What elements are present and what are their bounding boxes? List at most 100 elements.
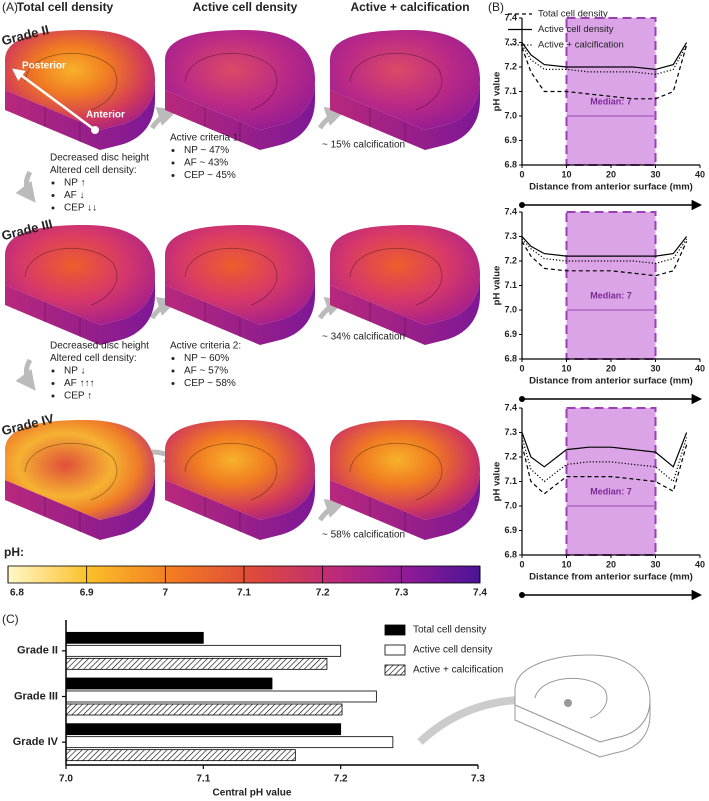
x-axis-label: Distance from anterior surface (mm): [529, 572, 693, 583]
x-tick-label: 0: [519, 559, 524, 569]
disc-diagram: [417, 654, 651, 758]
x-tick-label: 0: [519, 169, 524, 179]
bullet: [51, 181, 55, 185]
legend-label: Active cell density: [413, 645, 492, 656]
disc-side: [5, 470, 155, 540]
direction-dot: [519, 592, 525, 598]
y-tick-label: 6.9: [504, 135, 517, 145]
bullet: [171, 369, 175, 373]
column-header: Active cell density: [193, 0, 298, 14]
disc: [5, 30, 155, 150]
bullet: [51, 194, 55, 197]
x-tick-label: 7.3: [471, 774, 485, 785]
legend-label: Total cell density: [413, 625, 486, 636]
panel-label: (A): [2, 0, 18, 14]
x-tick-label: 20: [606, 363, 616, 373]
disc-side: [165, 470, 315, 540]
y-tick-label: Grade II: [17, 645, 58, 657]
x-tick-label: 30: [650, 363, 660, 373]
disc-top: [165, 225, 315, 325]
disc-side: [5, 80, 155, 150]
y-tick-label: 6.9: [504, 525, 517, 535]
y-tick-label: 7.4: [504, 12, 517, 22]
x-tick-label: 7.0: [59, 774, 73, 785]
legend-label: Active cell density: [538, 24, 614, 35]
note-line: Active criteria 1:: [170, 133, 241, 144]
median-label: Median: 7: [590, 486, 632, 496]
panel-label: (B): [488, 0, 504, 14]
y-tick-label: Grade IV: [13, 736, 59, 748]
disc-edge: [204, 107, 241, 142]
bar: [65, 749, 296, 762]
disc-top: [165, 30, 315, 130]
median-label: Median: 7: [590, 290, 632, 300]
y-axis-label: pH value: [492, 266, 503, 306]
disc-nucleus: [184, 52, 278, 111]
bullet: [171, 149, 175, 152]
bar: [65, 677, 273, 690]
disc-side: [165, 275, 315, 345]
y-tick-label: 7.3: [504, 427, 517, 437]
x-tick-label: 40: [695, 169, 705, 179]
calcification-note: ~ 34% calcification: [322, 332, 405, 343]
disc-top: [5, 30, 155, 130]
disc-side: [165, 80, 315, 150]
calcification-note: ~ 15% calcification: [322, 140, 405, 151]
legend-label: Active + calcification: [538, 40, 624, 51]
line-series: [521, 432, 688, 468]
x-axis-label: Distance from anterior surface (mm): [529, 376, 693, 387]
disc-edge: [369, 107, 406, 142]
bar: [65, 631, 204, 644]
disc-top: [5, 225, 155, 325]
disc: [5, 420, 155, 540]
anterior-dot: [91, 126, 99, 134]
disc-nucleus: [349, 247, 443, 306]
bullet: [51, 382, 55, 385]
y-tick-label: 7.3: [504, 37, 517, 47]
bar: [65, 723, 342, 736]
x-tick-label: 40: [695, 559, 705, 569]
disc-nucleus: [349, 52, 443, 111]
disc: [330, 225, 480, 345]
legend-swatch: [384, 624, 406, 636]
disc-nucleus: [24, 247, 118, 306]
bar: [65, 736, 394, 749]
note-bullet: NP ↓: [64, 366, 86, 377]
legend-swatch: [384, 664, 406, 676]
direction-dot: [519, 202, 525, 208]
note-bullet: CEP ↓↓: [64, 203, 97, 214]
disc-label: Anterior: [86, 110, 125, 121]
disc-edge: [44, 107, 81, 142]
bullet: [51, 394, 55, 398]
y-tick-label: 6.8: [504, 353, 517, 363]
disc: [165, 225, 315, 345]
bar: [65, 703, 343, 716]
disc-side: [330, 470, 480, 540]
disc-top: [5, 420, 155, 520]
y-tick-label: 7.4: [504, 206, 517, 216]
note-bullet: CEP ~ 45%: [184, 170, 236, 181]
y-tick-label: 6.8: [504, 159, 517, 169]
note-bullet: CEP ~ 58%: [184, 378, 236, 389]
bullet: [51, 369, 55, 373]
disc-top: [165, 420, 315, 520]
disc-top: [330, 420, 480, 520]
legend-swatch: [384, 644, 406, 656]
note-bullet: AF ↓: [64, 190, 85, 201]
bar: [65, 657, 328, 670]
note-bullet: NP ~ 60%: [184, 353, 229, 364]
note-bullet: NP ~ 47%: [184, 145, 229, 156]
note-line: Active criteria 2:: [170, 341, 241, 352]
calcification-note: ~ 58% calcification: [322, 530, 405, 541]
colorbar-tick-label: 6.8: [10, 588, 24, 599]
disc-nucleus: [24, 442, 118, 501]
x-tick-label: 10: [561, 169, 571, 179]
note-bullet: AF ↑↑↑: [64, 378, 95, 389]
disc-nucleus: [24, 52, 118, 111]
note-bullet: NP ↑: [64, 178, 86, 189]
y-tick-label: 6.8: [504, 549, 517, 559]
note-bullet: AF ~ 57%: [184, 366, 228, 377]
y-tick-label: 7.0: [504, 500, 517, 510]
disc-edge: [204, 497, 241, 532]
